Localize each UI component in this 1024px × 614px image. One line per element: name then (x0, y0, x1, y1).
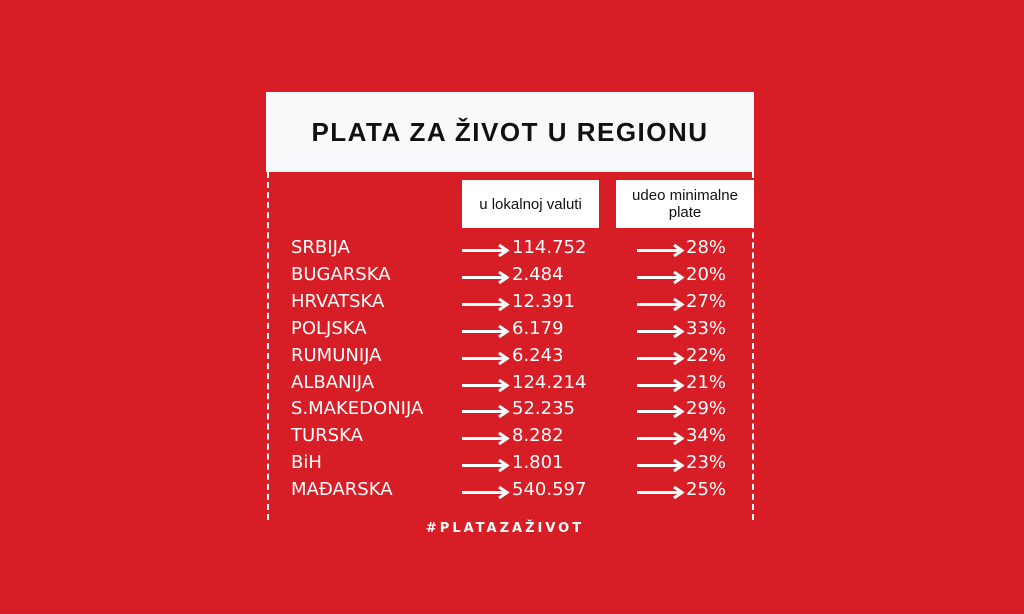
minimum-wage-share-value: 28% (686, 237, 727, 258)
arrow-right-icon (462, 429, 510, 446)
minimum-wage-share-value: 33% (686, 317, 727, 339)
minimum-wage-share-value: 23% (686, 452, 727, 474)
minimum-wage-share-value: 20% (686, 263, 727, 285)
arrow-right-icon (637, 349, 685, 365)
arrow-right-icon (462, 456, 510, 473)
local-currency-value: 124.214 (512, 371, 587, 393)
country-name: POLJSKA (291, 317, 367, 339)
local-currency-value: 1.801 (512, 452, 564, 474)
arrow-right-icon (637, 322, 685, 338)
arrow-right-icon (637, 456, 685, 473)
local-currency-value: 540.597 (512, 479, 587, 501)
local-currency-value: 114.752 (512, 237, 587, 258)
arrow-right-icon (462, 322, 510, 338)
right-dashed-border (752, 172, 754, 520)
local-currency-value: 12.391 (512, 290, 575, 312)
minimum-wage-share-value: 22% (686, 344, 727, 366)
title-banner: PLATA ZA ŽIVOT U REGIONU (266, 92, 754, 172)
table-row: POLJSKA 6.179 33% (0, 315, 1024, 342)
table-row: BUGARSKA 2.484 20% (0, 261, 1024, 288)
country-name: TURSKA (291, 425, 363, 447)
arrow-right-icon (637, 295, 685, 312)
arrow-right-icon (637, 402, 685, 419)
arrow-right-icon (637, 376, 685, 392)
country-name: SRBIJA (291, 237, 350, 258)
left-dashed-border (267, 172, 269, 520)
page-title: PLATA ZA ŽIVOT U REGIONU (311, 116, 709, 147)
hashtag: #PLATAZAŽIVOT (425, 521, 585, 536)
local-currency-value: 2.484 (512, 263, 564, 285)
arrow-right-icon (462, 268, 510, 285)
minimum-wage-share-value: 29% (686, 398, 727, 420)
arrow-right-icon (462, 376, 510, 392)
country-name: S.MAKEDONIJA (291, 398, 424, 420)
arrow-right-icon (637, 241, 685, 258)
table-row: SRBIJA 114.752 28% (0, 234, 1024, 261)
minimum-wage-share-value: 34% (686, 425, 727, 447)
table-row: RUMUNIJA 6.243 22% (0, 342, 1024, 369)
table-row: BiH 1.801 23% (0, 449, 1024, 476)
column-header-minimum-wage-share: udeo minimalne plate (616, 180, 754, 228)
arrow-right-icon (462, 349, 510, 365)
country-name: MAĐARSKA (291, 479, 393, 501)
local-currency-value: 6.179 (512, 317, 564, 339)
local-currency-value: 52.235 (512, 398, 575, 420)
table-row: HRVATSKA 12.391 27% (0, 288, 1024, 315)
country-name: BiH (291, 452, 322, 474)
minimum-wage-share-value: 21% (686, 371, 727, 393)
local-currency-value: 8.282 (512, 425, 564, 447)
minimum-wage-share-value: 25% (686, 479, 727, 501)
arrow-right-icon (637, 483, 685, 500)
table-row: S.MAKEDONIJA 52.235 29% (0, 395, 1024, 422)
arrow-right-icon (462, 483, 510, 500)
country-name: BUGARSKA (291, 263, 391, 285)
local-currency-value: 6.243 (512, 344, 564, 366)
table-row: ALBANIJA 124.214 21% (0, 369, 1024, 396)
table-row: MAĐARSKA 540.597 25% (0, 476, 1024, 503)
column-header-local-currency: u lokalnoj valuti (462, 180, 599, 228)
arrow-right-icon (462, 295, 510, 312)
country-name: HRVATSKA (291, 290, 385, 312)
table-row: TURSKA 8.282 34% (0, 422, 1024, 449)
minimum-wage-share-value: 27% (686, 290, 727, 312)
arrow-right-icon (637, 268, 685, 285)
arrow-right-icon (462, 402, 510, 419)
country-name: RUMUNIJA (291, 344, 382, 366)
arrow-right-icon (637, 429, 685, 446)
country-name: ALBANIJA (291, 371, 375, 393)
arrow-right-icon (462, 241, 510, 258)
